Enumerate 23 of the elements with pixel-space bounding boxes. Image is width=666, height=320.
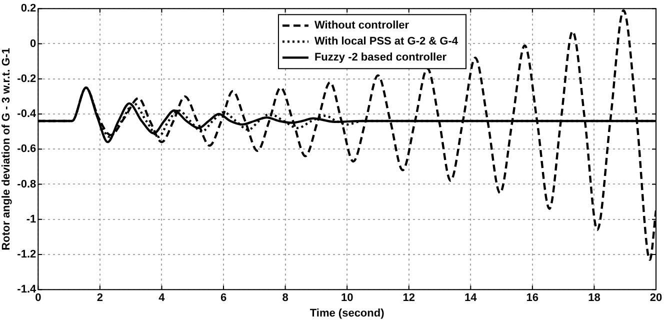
y-tick-label: -1.2 — [17, 248, 36, 261]
x-tick-label: 14 — [464, 292, 478, 304]
y-tick-label: 0 — [30, 38, 36, 50]
y-axis-title: Rotor angle deviation of G - 3 w.r.t. G-1 — [0, 48, 13, 250]
y-tick-label: -0.2 — [17, 72, 36, 85]
legend-label: Without controller — [314, 20, 410, 32]
x-tick-label: 4 — [158, 292, 166, 304]
y-tick-label: -0.8 — [17, 178, 36, 190]
x-tick-label: 10 — [340, 292, 354, 304]
y-tick-label: -0.6 — [17, 143, 36, 156]
y-tick-label: -0.4 — [17, 108, 38, 120]
x-tick-label: 18 — [588, 292, 600, 304]
legend-label: Fuzzy -2 based controller — [314, 52, 448, 64]
x-tick-label: 12 — [402, 292, 415, 304]
x-tick-label: 8 — [282, 292, 288, 304]
x-tick-label: 6 — [220, 292, 227, 304]
legend-label: With local PSS at G-2 & G-4 — [314, 36, 459, 48]
x-tick-label: 20 — [650, 292, 662, 304]
x-tick-label: 16 — [526, 292, 539, 304]
y-tick-label: -1 — [26, 213, 36, 226]
x-tick-label: 2 — [96, 292, 103, 304]
x-axis-title: Time (second) — [310, 307, 385, 320]
y-tick-label: 0.2 — [20, 2, 36, 15]
